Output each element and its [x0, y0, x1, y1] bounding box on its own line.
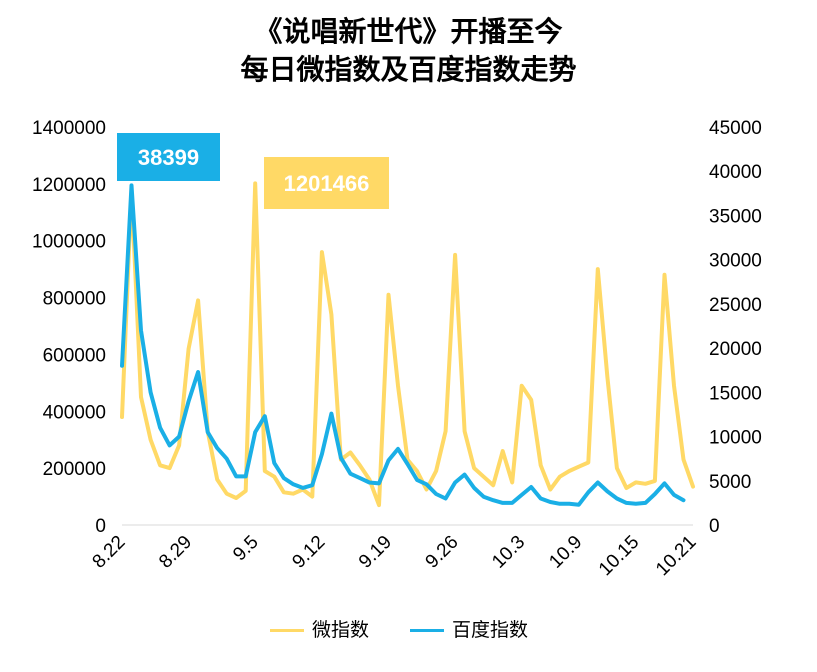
y-left-tick-label: 1200000 — [32, 175, 106, 196]
y-right-tick-label: 35000 — [709, 206, 762, 227]
y-right-tick-label: 40000 — [709, 162, 762, 183]
annotation-label: 38399 — [138, 145, 199, 170]
x-tick-label: 10.3 — [488, 532, 529, 573]
chart-title-line-1: 《说唱新世代》开播至今 — [254, 15, 563, 48]
y-left-tick-label: 200000 — [43, 459, 106, 480]
x-tick-label: 9.19 — [355, 532, 396, 573]
annotation-box — [117, 133, 220, 181]
y-left-tick-label: 800000 — [43, 289, 106, 310]
y-right-tick-label: 0 — [709, 516, 720, 537]
y-right-tick-label: 20000 — [709, 339, 762, 360]
x-tick-label: 10.9 — [545, 532, 586, 573]
legend: 微指数 百度指数 — [0, 618, 817, 642]
y-right-tick-label: 5000 — [709, 472, 751, 493]
x-tick-label: 9.12 — [288, 532, 329, 573]
y-left-tick-label: 600000 — [43, 345, 106, 366]
y-left-tick-label: 1000000 — [32, 232, 106, 253]
y-left-tick-label: 400000 — [43, 402, 106, 423]
x-tick-label: 10.15 — [595, 532, 643, 580]
annotation-box — [264, 157, 389, 209]
y-right-tick-label: 45000 — [709, 118, 762, 139]
x-tick-label: 8.29 — [155, 532, 196, 573]
legend-label-baidu: 百度指数 — [452, 619, 529, 641]
x-tick-label: 10.21 — [652, 532, 700, 580]
legend-swatch-baidu — [410, 629, 444, 632]
y-right-tick-label: 25000 — [709, 295, 762, 316]
y-right-tick-label: 15000 — [709, 383, 762, 404]
y-left-tick-label: 1400000 — [32, 118, 106, 139]
chart-title-line-2: 每日微指数及百度指数走势 — [240, 53, 577, 86]
y-right-tick-label: 30000 — [709, 251, 762, 272]
legend-swatch-weibo — [270, 629, 304, 632]
x-tick-label: 9.5 — [229, 532, 263, 566]
y-left-tick-label: 0 — [95, 516, 106, 537]
x-tick-label: 8.22 — [89, 532, 130, 573]
annotation-label: 1201466 — [284, 171, 370, 196]
series-line-weibo — [120, 181, 695, 508]
series-line-baidu — [120, 183, 686, 507]
x-tick-label: 9.26 — [422, 532, 463, 573]
y-right-tick-label: 10000 — [709, 428, 762, 449]
legend-label-weibo: 微指数 — [312, 619, 370, 641]
